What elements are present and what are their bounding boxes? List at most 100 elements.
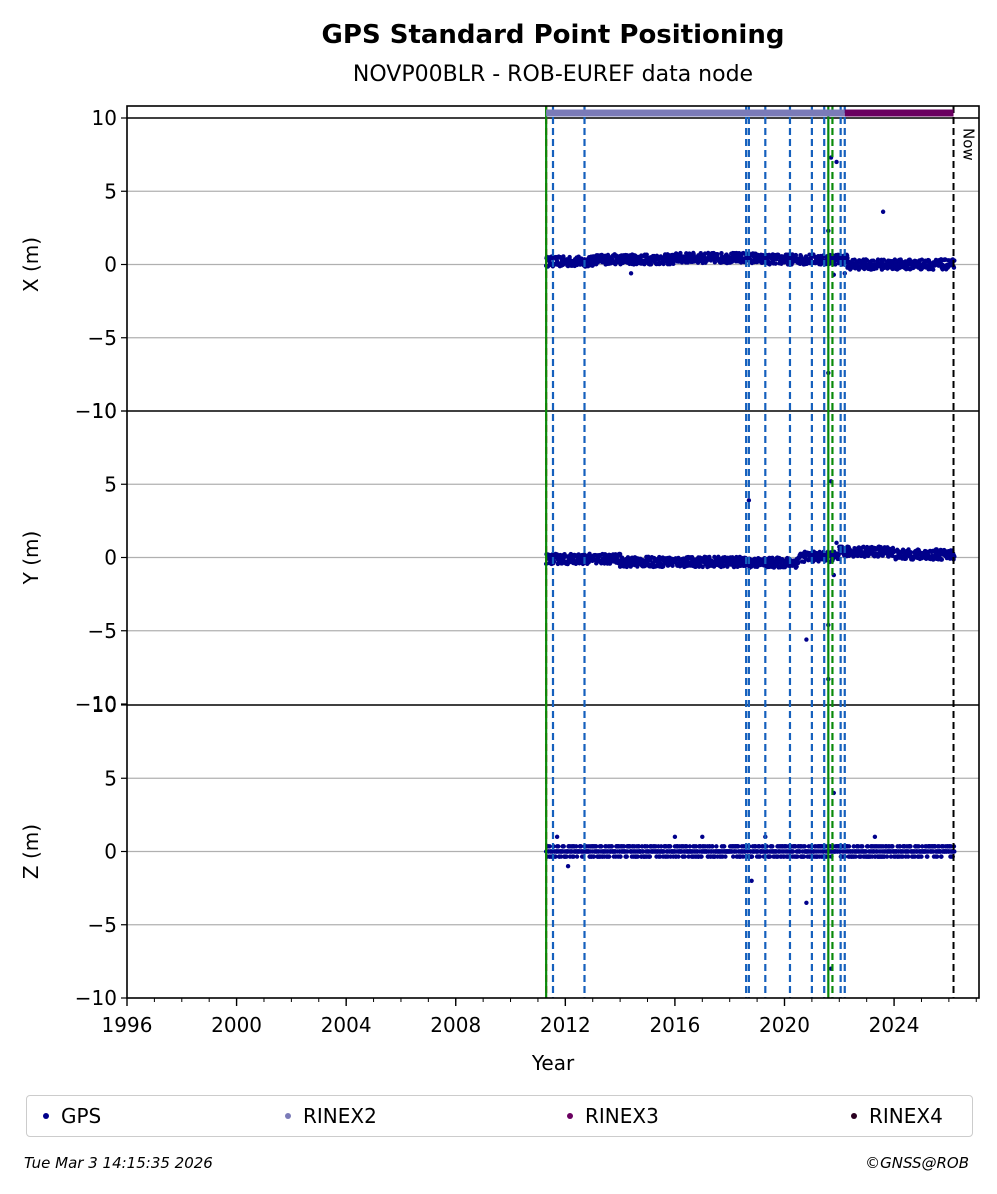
data-point: [790, 849, 796, 854]
legend-marker-gps: [43, 1113, 49, 1119]
x-tick-label: 2008: [430, 1013, 481, 1037]
data-point: [553, 854, 558, 859]
data-point: [684, 844, 689, 849]
axes-frame: [126, 105, 980, 999]
legend-label-gps: GPS: [61, 1104, 102, 1128]
data-point-outlier: [672, 834, 678, 840]
data-point: [890, 844, 895, 849]
now-label: Now: [960, 128, 978, 161]
data-point: [686, 854, 691, 859]
data-point: [647, 854, 653, 859]
data-point: [884, 854, 890, 859]
data-point: [939, 557, 945, 562]
data-point: [712, 260, 718, 265]
data-point: [659, 844, 664, 849]
x-tick-label: 2004: [321, 1013, 372, 1037]
data-point: [561, 844, 566, 849]
y-tick-label: −5: [88, 619, 117, 643]
data-point: [547, 844, 552, 849]
y-tick-label: −10: [75, 399, 117, 423]
data-point: [699, 854, 704, 859]
data-point: [767, 854, 773, 859]
data-point: [571, 854, 576, 859]
y-tick-label: 10: [92, 399, 117, 423]
data-point: [851, 844, 856, 849]
data-point: [908, 550, 914, 555]
data-point: [908, 844, 913, 849]
data-point: [919, 257, 925, 262]
data-point: [912, 854, 918, 859]
data-point-outlier: [746, 498, 752, 503]
data-point: [710, 844, 715, 849]
y-tick-label: −10: [75, 692, 117, 716]
data-point: [556, 844, 561, 849]
legend: GPS RINEX2 RINEX3 RINEX4: [26, 1095, 973, 1137]
data-point: [636, 844, 642, 849]
data-point-outlier: [804, 900, 809, 905]
data-point: [952, 849, 957, 854]
legend-marker-rinex4: [851, 1113, 857, 1119]
data-point: [648, 262, 654, 267]
data-point: [948, 844, 954, 849]
legend-marker-rinex3: [567, 1113, 573, 1119]
data-point: [624, 854, 629, 859]
data-point: [794, 564, 799, 569]
data-point: [676, 854, 681, 859]
legend-item-rinex2: RINEX2: [285, 1096, 377, 1136]
data-point: [731, 854, 736, 859]
data-point: [888, 854, 894, 859]
data-point: [770, 844, 775, 849]
data-point: [801, 854, 807, 859]
x-tick-label: 2000: [211, 1013, 262, 1037]
y-tick-label: −5: [88, 913, 117, 937]
y-tick-label: 5: [104, 472, 117, 496]
copyright: ©GNSS@ROB: [865, 1154, 969, 1172]
data-point: [846, 844, 852, 849]
data-point: [635, 854, 640, 859]
data-point: [657, 854, 663, 859]
data-point: [591, 854, 597, 859]
data-point-outlier: [554, 834, 560, 840]
data-point: [802, 844, 808, 849]
data-point-outlier: [628, 271, 634, 276]
data-point-outlier: [834, 540, 839, 546]
data-point: [793, 252, 799, 258]
data-point: [564, 854, 569, 859]
data-point-outlier: [880, 209, 886, 214]
data-point: [670, 563, 675, 568]
data-point: [574, 844, 579, 849]
data-point: [881, 257, 887, 263]
data-point: [714, 844, 719, 849]
data-point: [617, 551, 623, 557]
x-tick-label: 1996: [102, 1013, 153, 1037]
data-point: [760, 844, 766, 849]
y-tick-label: −5: [88, 326, 117, 350]
data-point: [934, 854, 940, 859]
data-point-outlier: [749, 878, 754, 883]
legend-item-rinex4: RINEX4: [851, 1096, 943, 1136]
y-axis-label: X (m): [19, 237, 43, 292]
data-point: [715, 252, 720, 257]
data-point: [618, 854, 623, 859]
data-point: [795, 560, 801, 566]
data-point: [875, 257, 881, 262]
data-point: [865, 844, 871, 849]
data-point: [845, 255, 850, 261]
data-point-outlier: [804, 637, 809, 642]
data-point: [920, 844, 925, 849]
legend-label-rinex2: RINEX2: [303, 1104, 377, 1128]
data-point: [621, 844, 627, 849]
data-point: [700, 564, 705, 570]
data-point: [578, 844, 584, 849]
data-point: [644, 844, 650, 849]
data-point-outlier: [700, 834, 705, 840]
x-tick-label: 2020: [759, 1013, 810, 1037]
y-tick-label: 10: [92, 106, 117, 130]
data-point: [644, 252, 649, 257]
y-tick-label: 10: [92, 693, 117, 717]
data-point-outlier: [872, 834, 878, 840]
legend-label-rinex4: RINEX4: [869, 1104, 943, 1128]
data-point: [707, 554, 712, 560]
data-point: [925, 854, 930, 859]
data-point: [719, 250, 724, 256]
